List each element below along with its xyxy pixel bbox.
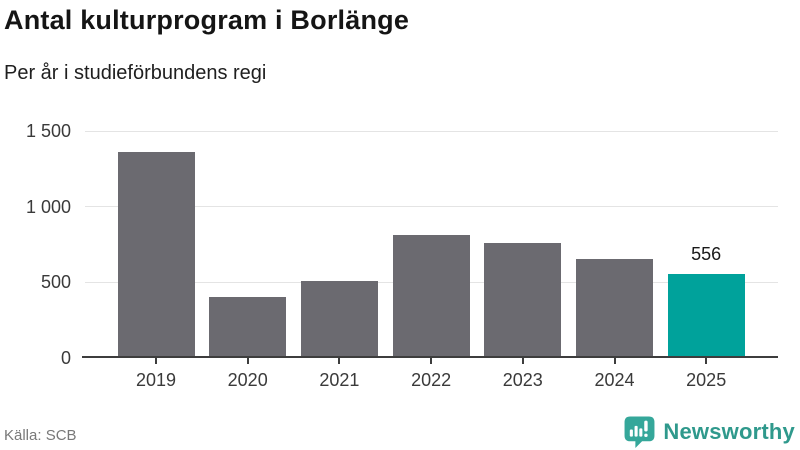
newsworthy-logo-text: Newsworthy bbox=[663, 418, 795, 444]
chart-subtitle: Per år i studieförbundens regi bbox=[4, 62, 267, 84]
y-axis-label-500: 500 bbox=[40, 272, 71, 293]
bar-2019 bbox=[117, 152, 195, 358]
source-caption: Källa: SCB bbox=[4, 427, 77, 444]
bar-2024 bbox=[576, 258, 653, 358]
y-axis-label-1000: 1 000 bbox=[25, 196, 71, 217]
bar-2020 bbox=[209, 296, 287, 358]
x-axis-tick-2019 bbox=[155, 358, 157, 364]
chart-title: Antal kulturprogram i Borlänge bbox=[4, 5, 410, 35]
bar-2022 bbox=[392, 234, 470, 358]
x-axis-tick-2023 bbox=[521, 358, 524, 364]
newsworthy-logo: Newsworthy bbox=[623, 415, 795, 448]
x-axis-label-2025: 2025 bbox=[686, 370, 727, 390]
bar-2025 bbox=[667, 273, 745, 358]
bar-value-label-2025: 556 bbox=[691, 243, 722, 264]
x-axis-label-2019: 2019 bbox=[135, 370, 177, 390]
gridline-1000 bbox=[85, 206, 778, 208]
bar-2023 bbox=[484, 242, 562, 358]
x-axis-tick-2024 bbox=[613, 358, 616, 364]
x-axis-label-2023: 2023 bbox=[502, 370, 543, 390]
x-axis-tick-2020 bbox=[246, 358, 249, 364]
y-axis-label-1500: 1 500 bbox=[25, 121, 71, 141]
x-axis-label-2022: 2022 bbox=[411, 370, 452, 390]
newsworthy-logo-icon bbox=[623, 415, 656, 448]
x-axis-tick-2025 bbox=[705, 358, 708, 364]
x-axis-tick-2021 bbox=[338, 358, 341, 364]
x-axis-label-2020: 2020 bbox=[227, 370, 268, 390]
x-axis-tick-2022 bbox=[430, 358, 433, 364]
bar-2021 bbox=[300, 280, 378, 358]
x-axis-label-2021: 2021 bbox=[319, 370, 360, 390]
x-axis-label-2024: 2024 bbox=[594, 370, 635, 390]
gridline-1500 bbox=[85, 130, 778, 132]
y-axis-label-0: 0 bbox=[60, 348, 71, 368]
x-axis-line bbox=[82, 356, 778, 358]
